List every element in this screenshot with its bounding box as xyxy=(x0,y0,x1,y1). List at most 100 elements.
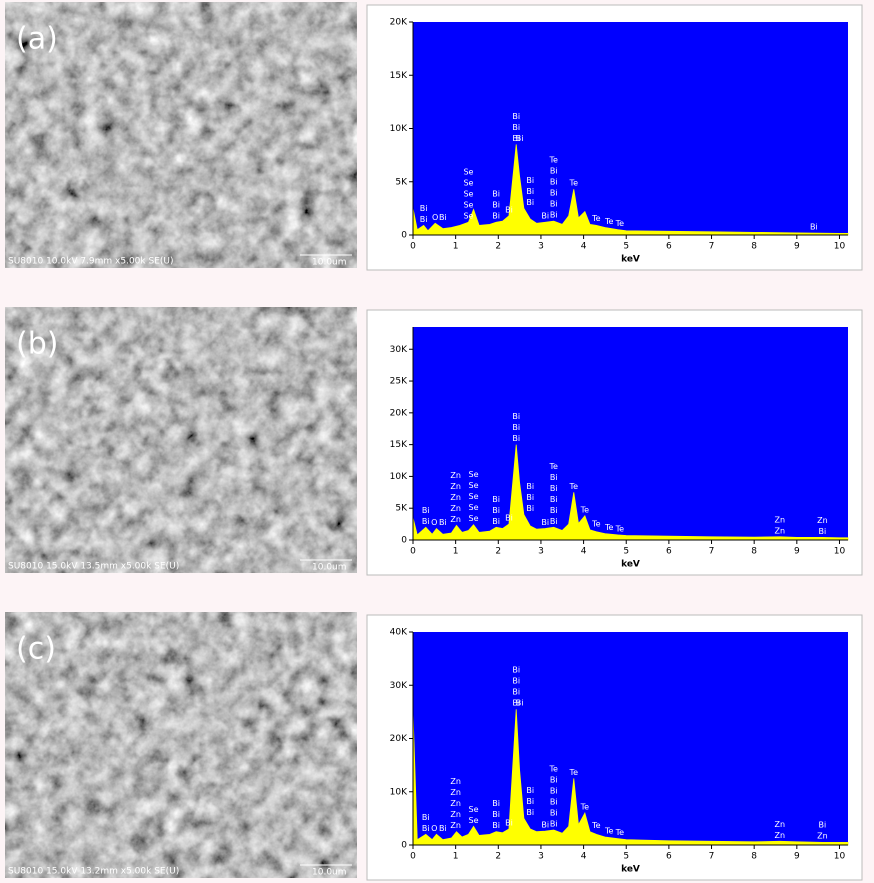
y-tick-label: 10K xyxy=(390,787,408,797)
peak-label: Se xyxy=(463,190,473,199)
peak-label: Bi xyxy=(526,198,534,207)
x-tick-label: 3 xyxy=(538,852,544,862)
peak-label: Bi xyxy=(541,518,549,527)
peak-label: Bi xyxy=(550,211,558,220)
peak-label: Te xyxy=(591,821,601,830)
x-tick-label: 8 xyxy=(751,242,757,252)
x-tick-label: 0 xyxy=(410,852,416,862)
x-tick-label: 7 xyxy=(709,547,715,557)
peak-label: Bi xyxy=(810,222,818,231)
peak-label: Bi xyxy=(550,820,558,829)
x-tick-label: 7 xyxy=(709,242,715,252)
peak-label: Te xyxy=(591,214,601,223)
peak-label: Bi xyxy=(526,797,534,806)
peak-label: Bi xyxy=(526,504,534,513)
scale-text: 10.0um xyxy=(312,258,347,268)
peak-label: Bi xyxy=(512,688,520,697)
peak-label: Bi xyxy=(550,473,558,482)
peak-label: Zn xyxy=(450,799,461,808)
peak-label: Bi xyxy=(420,215,428,224)
sem-caption: SU8010 10.0kV 7.9mm x5.00k SE(U) xyxy=(8,257,174,267)
y-tick-label: 0 xyxy=(401,231,407,241)
peak-label: Zn xyxy=(774,526,785,535)
peak-label: Bi xyxy=(526,786,534,795)
peak-label: Bi xyxy=(492,201,500,210)
y-tick-label: 0 xyxy=(401,841,407,851)
peak-label: Bi xyxy=(819,820,827,829)
y-tick-label: 15K xyxy=(390,440,408,450)
y-tick-label: 30K xyxy=(390,681,408,691)
x-tick-label: 0 xyxy=(410,547,416,557)
peak-label: Bi xyxy=(516,699,524,708)
peak-label: Zn xyxy=(774,831,785,840)
peak-label: Bi xyxy=(550,178,558,187)
y-tick-label: 25K xyxy=(390,377,408,387)
peak-label: Zn xyxy=(774,820,785,829)
peak-label: Bi xyxy=(492,506,500,515)
peak-label: Bi xyxy=(512,412,520,421)
peak-label: Se xyxy=(463,201,473,210)
sem-image xyxy=(5,2,357,268)
x-tick-label: 9 xyxy=(794,852,800,862)
peak-label: Bi xyxy=(422,824,430,833)
peak-label: Zn xyxy=(450,515,461,524)
x-axis-label: keV xyxy=(621,255,640,265)
peak-label: Te xyxy=(549,462,559,471)
peak-label: Bi xyxy=(550,506,558,515)
peak-label: Te xyxy=(569,482,579,491)
peak-label: O xyxy=(432,213,438,222)
peak-label: Se xyxy=(469,492,479,501)
x-tick-label: 1 xyxy=(453,242,459,252)
x-tick-label: 5 xyxy=(623,852,629,862)
peak-label: Bi xyxy=(550,776,558,785)
spectrum xyxy=(412,144,849,236)
x-tick-label: 2 xyxy=(495,547,501,557)
x-tick-label: 6 xyxy=(666,852,672,862)
peak-label: Bi xyxy=(512,434,520,443)
y-tick-label: 0 xyxy=(401,536,407,546)
peak-label: Zn xyxy=(817,831,828,840)
peak-label: Te xyxy=(604,217,614,226)
x-tick-label: 10 xyxy=(834,547,846,557)
x-tick-label: 5 xyxy=(623,547,629,557)
x-tick-label: 6 xyxy=(666,547,672,557)
x-tick-label: 1 xyxy=(453,852,459,862)
peak-label: Te xyxy=(549,765,559,774)
peak-label: Bi xyxy=(505,205,513,214)
peak-label: Bi xyxy=(550,167,558,176)
y-tick-label: 20K xyxy=(390,734,408,744)
peak-label: Bi xyxy=(526,176,534,185)
peak-label: Te xyxy=(580,505,590,514)
peak-label: Bi xyxy=(550,484,558,493)
sem-image xyxy=(5,612,357,878)
panel-label: (a) xyxy=(16,22,58,57)
peak-label: O xyxy=(431,518,437,527)
panel-label: (b) xyxy=(16,327,58,362)
x-tick-label: 2 xyxy=(495,852,501,862)
peak-label: Te xyxy=(591,519,601,528)
peak-label: O xyxy=(431,824,437,833)
scale-text: 10.0um xyxy=(312,868,347,878)
peak-label: Bi xyxy=(492,810,500,819)
peak-label: Se xyxy=(469,514,479,523)
peak-label: Bi xyxy=(439,518,447,527)
peak-label: Bi xyxy=(492,190,500,199)
x-tick-label: 8 xyxy=(751,547,757,557)
peak-label: Se xyxy=(469,470,479,479)
x-tick-label: 9 xyxy=(794,547,800,557)
x-tick-label: 5 xyxy=(623,242,629,252)
x-tick-label: 8 xyxy=(751,852,757,862)
sem-caption: SU8010 15.0kV 13.5mm x5.00k SE(U) xyxy=(8,562,179,572)
peak-label: Bi xyxy=(526,493,534,502)
y-tick-label: 20K xyxy=(390,18,408,28)
y-tick-label: 15K xyxy=(390,71,408,81)
y-tick-label: 10K xyxy=(390,472,408,482)
x-tick-label: 9 xyxy=(794,242,800,252)
peak-label: Zn xyxy=(450,810,461,819)
peak-label: Se xyxy=(463,212,473,221)
peak-label: Bi xyxy=(516,134,524,143)
spectrum xyxy=(412,709,849,846)
sem-caption: SU8010 15.0kV 13.2mm x5.00k SE(U) xyxy=(8,867,179,877)
peak-label: Se xyxy=(469,503,479,512)
x-axis-label: keV xyxy=(621,865,640,875)
